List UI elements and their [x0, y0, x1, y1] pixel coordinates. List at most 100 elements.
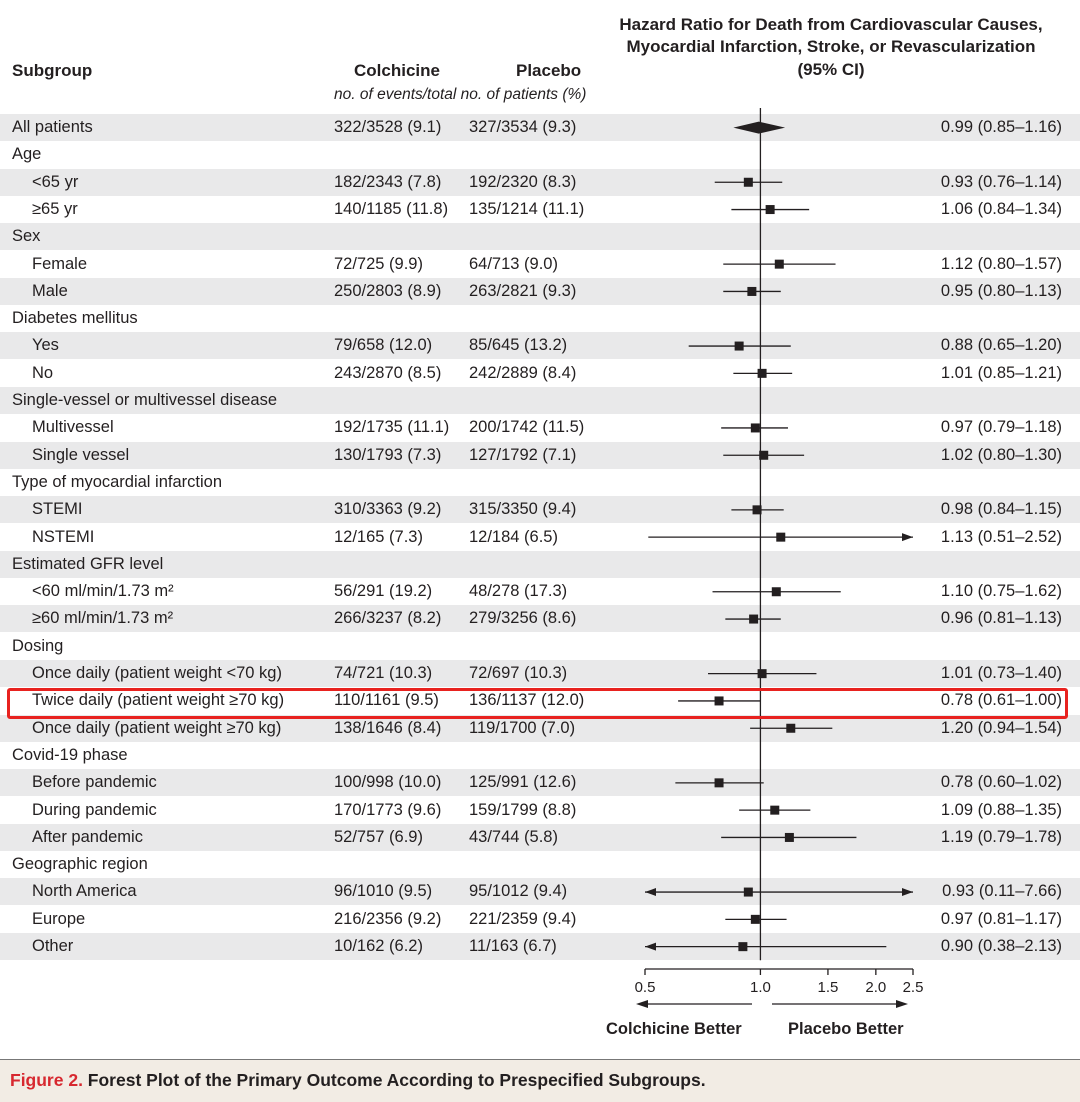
- hazard-ratio-text: 0.88 (0.65–1.20): [940, 336, 1062, 355]
- row-label: Sex: [12, 227, 41, 246]
- row-label: Covid-19 phase: [12, 745, 128, 764]
- hazard-ratio-text: 1.20 (0.94–1.54): [940, 718, 1062, 737]
- row-label: ≥60 ml/min/1.73 m²: [32, 609, 174, 628]
- placebo-value: 95/1012 (9.4): [469, 882, 568, 901]
- colchicine-value: 10/162 (6.2): [334, 937, 423, 955]
- placebo-value: 327/3534 (9.3): [469, 118, 577, 136]
- header-subgroup: Subgroup: [12, 61, 93, 80]
- row-label: Once daily (patient weight <70 kg): [32, 664, 282, 682]
- hazard-ratio-text: 0.96 (0.81–1.13): [940, 609, 1062, 628]
- row-label: All patients: [12, 118, 93, 136]
- row-label: Single-vessel or multivessel disease: [12, 391, 278, 409]
- table-row: Europe 216/2356 (9.2) 221/2359 (9.4) 0.97 (…: [0, 906, 1080, 933]
- colchicine-value: 310/3363 (9.2): [334, 500, 442, 519]
- row-label: Type of myocardial infarction: [12, 472, 223, 491]
- header-hr-line3: (95% CI): [797, 60, 865, 79]
- table-row: STEMI 310/3363 (9.2) 315/3350 (9.4) 0.98 (0…: [0, 496, 1080, 524]
- row-label: <60 ml/min/1.73 m²: [32, 582, 174, 601]
- table-row: During pandemic 170/1773 (9.6) 159/1799 (8…: [0, 797, 1080, 824]
- hazard-ratio-text: 1.09 (0.88–1.35): [940, 800, 1062, 819]
- table-row: NSTEMI 12/165 (7.3) 12/184 (6.5) 1.13 (0.51…: [0, 524, 1080, 551]
- table-row: Dosing: [0, 633, 1080, 660]
- row-label: Age: [12, 145, 42, 164]
- placebo-value: 85/645 (13.2): [469, 336, 568, 355]
- row-label: During pandemic: [32, 800, 157, 819]
- table-row: <60 ml/min/1.73 m² 56/291 (19.2) 48/278 (1…: [0, 578, 1080, 605]
- colchicine-value: 52/757 (6.9): [334, 827, 423, 846]
- placebo-value: 136/1137 (12.0): [469, 691, 585, 710]
- placebo-value: 192/2320 (8.3): [469, 172, 577, 191]
- row-label: NSTEMI: [32, 527, 95, 546]
- table-row: Male 250/2803 (8.9) 263/2821 (9.3) 0.95 (0.…: [0, 277, 1080, 305]
- colchicine-value: 322/3528 (9.1): [334, 118, 442, 136]
- x-tick-label: 1.0: [750, 979, 771, 996]
- row-label: Before pandemic: [32, 773, 157, 792]
- table-row: Before pandemic 100/998 (10.0) 125/991 (12…: [0, 769, 1080, 797]
- hazard-ratio-text: 0.78 (0.60–1.02): [940, 773, 1062, 792]
- row-label: ≥65 yr: [32, 199, 78, 218]
- colchicine-value: 192/1735 (11.1): [334, 418, 450, 437]
- placebo-value: 12/184 (6.5): [469, 527, 558, 546]
- row-label: Twice daily (patient weight ≥70 kg): [32, 691, 285, 710]
- hazard-ratio-text: 1.10 (0.75–1.62): [940, 582, 1062, 601]
- colchicine-value: 110/1161 (9.5): [334, 691, 439, 710]
- figure-caption: Figure 2. Forest Plot of the Primary Out…: [0, 1059, 1080, 1102]
- placebo-value: 135/1214 (11.1): [469, 199, 585, 218]
- caption-text: Forest Plot of the Primary Outcome Accor…: [82, 1070, 706, 1090]
- table-row: Female 72/725 (9.9) 64/713 (9.0) 1.12 (0.80…: [0, 251, 1080, 278]
- table-row: Once daily (patient weight <70 kg) 74/721…: [0, 660, 1080, 687]
- table-row: Diabetes mellitus: [0, 305, 1080, 332]
- colchicine-value: 182/2343 (7.8): [334, 172, 442, 191]
- hazard-ratio-text: 0.95 (0.80–1.13): [940, 281, 1062, 300]
- placebo-value: 221/2359 (9.4): [469, 909, 577, 928]
- hazard-ratio-text: 0.97 (0.81–1.17): [940, 909, 1062, 928]
- colchicine-value: 56/291 (19.2): [334, 582, 433, 601]
- colchicine-value: 130/1793 (7.3): [334, 445, 442, 464]
- hazard-ratio-text: 1.02 (0.80–1.30): [940, 445, 1062, 464]
- row-label: Estimated GFR level: [12, 554, 164, 573]
- placebo-value: 119/1700 (7.0): [469, 718, 576, 737]
- x-tick-label: 2.5: [903, 979, 924, 996]
- header-placebo: Placebo: [516, 61, 582, 80]
- placebo-value: 64/713 (9.0): [469, 254, 558, 273]
- colchicine-value: 170/1773 (9.6): [334, 800, 442, 819]
- colchicine-value: 216/2356 (9.2): [334, 909, 442, 928]
- highlight-box: [7, 688, 1068, 719]
- colchicine-value: 79/658 (12.0): [334, 336, 433, 355]
- hazard-ratio-text: 1.06 (0.84–1.34): [940, 199, 1062, 218]
- colchicine-value: 138/1646 (8.4): [334, 718, 442, 737]
- table-row: Once daily (patient weight ≥70 kg) 138/16…: [0, 714, 1080, 742]
- hazard-ratio-text: 0.98 (0.84–1.15): [940, 500, 1062, 519]
- colchicine-value: 266/3237 (8.2): [334, 609, 442, 628]
- table-row: Single-vessel or multivessel disease: [0, 387, 1080, 414]
- placebo-value: 159/1799 (8.8): [469, 800, 577, 819]
- hazard-ratio-text: 1.13 (0.51–2.52): [940, 527, 1062, 546]
- colchicine-value: 96/1010 (9.5): [334, 882, 433, 901]
- direction-arrow-left: [636, 1000, 648, 1008]
- caption-label: Figure 2.: [10, 1070, 83, 1090]
- direction-right-label: Placebo Better: [788, 1020, 904, 1038]
- table-row: Single vessel 130/1793 (7.3) 127/1792 (7.1…: [0, 441, 1080, 469]
- table-row: Estimated GFR level: [0, 550, 1080, 578]
- row-label: STEMI: [32, 500, 83, 519]
- x-tick-label: 1.5: [818, 979, 839, 996]
- table-row: Twice daily (patient weight ≥70 kg) 110/1…: [0, 687, 1080, 714]
- row-label: Female: [32, 254, 88, 273]
- header-subtitle: no. of events/total no. of patients (%): [334, 86, 587, 103]
- colchicine-value: 243/2870 (8.5): [334, 363, 442, 382]
- row-label: Yes: [32, 336, 59, 355]
- table-row: Age: [0, 141, 1080, 168]
- row-label: Dosing: [12, 636, 64, 655]
- hazard-ratio-text: 1.12 (0.80–1.57): [940, 254, 1062, 273]
- table-row: No 243/2870 (8.5) 242/2889 (8.4) 1.01 (0.85…: [0, 360, 1080, 387]
- row-label: Once daily (patient weight ≥70 kg): [32, 718, 282, 737]
- table-row: Sex: [0, 223, 1080, 251]
- hazard-ratio-text: 1.01 (0.85–1.21): [940, 363, 1062, 382]
- row-label: Single vessel: [32, 445, 130, 464]
- row-label: Europe: [32, 909, 86, 928]
- hazard-ratio-text: 0.99 (0.85–1.16): [940, 118, 1062, 136]
- table-row: After pandemic 52/757 (6.9) 43/744 (5.8) 1.…: [0, 823, 1080, 851]
- header-hr-line2: Myocardial Infarction, Stroke, or Revasc…: [626, 37, 1036, 56]
- hazard-ratio-text: 0.97 (0.79–1.18): [940, 418, 1062, 437]
- x-tick-label: 2.0: [865, 979, 886, 996]
